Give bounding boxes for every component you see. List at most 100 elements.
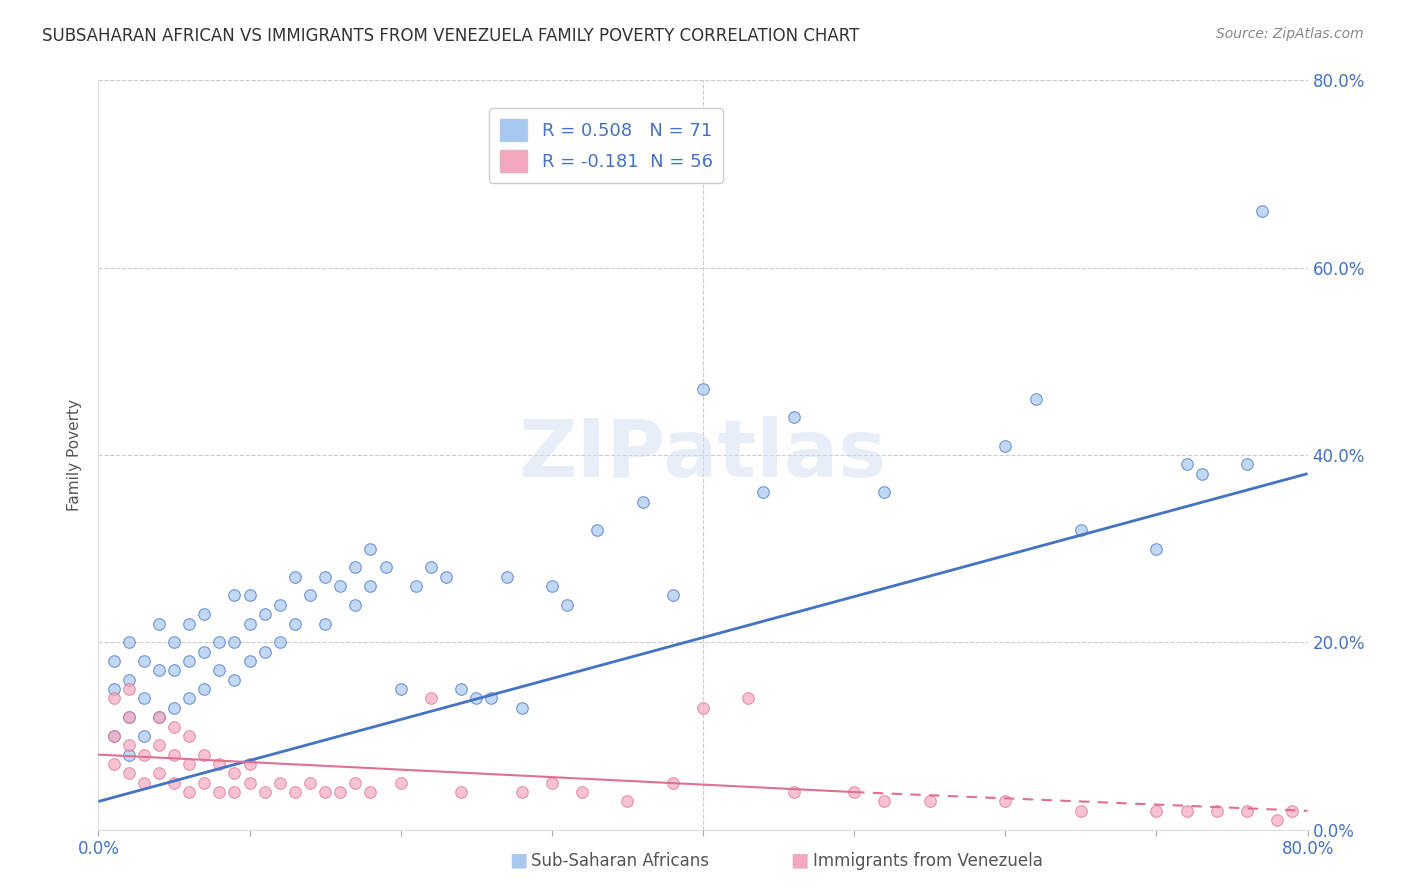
Point — [661, 776, 683, 790]
Point — [163, 776, 186, 790]
Point — [163, 664, 186, 678]
Point — [586, 523, 609, 537]
Point — [163, 719, 186, 733]
Point — [616, 795, 638, 809]
Point — [239, 654, 262, 668]
Point — [103, 756, 125, 771]
Point — [239, 616, 262, 631]
Point — [179, 616, 201, 631]
Point — [344, 776, 367, 790]
Point — [405, 579, 427, 593]
Point — [495, 570, 517, 584]
Point — [873, 795, 896, 809]
Text: Immigrants from Venezuela: Immigrants from Venezuela — [813, 852, 1042, 870]
Point — [224, 589, 246, 603]
Point — [148, 710, 170, 724]
Point — [103, 729, 125, 743]
Point — [844, 785, 866, 799]
Point — [118, 673, 141, 687]
Point — [208, 756, 231, 771]
Point — [314, 616, 336, 631]
Point — [239, 776, 262, 790]
Point — [555, 598, 578, 612]
Point — [284, 616, 307, 631]
Point — [118, 682, 141, 697]
Point — [510, 785, 533, 799]
Point — [994, 439, 1017, 453]
Point — [344, 598, 367, 612]
Point — [163, 635, 186, 649]
Point — [193, 776, 215, 790]
Point — [737, 691, 759, 706]
Point — [1251, 204, 1274, 219]
Point — [994, 795, 1017, 809]
Point — [360, 541, 382, 556]
Point — [752, 485, 775, 500]
Point — [1267, 814, 1289, 828]
Point — [269, 635, 291, 649]
Point — [1024, 392, 1046, 406]
Point — [224, 785, 246, 799]
Point — [132, 776, 155, 790]
Point — [692, 382, 714, 396]
Point — [163, 747, 186, 762]
Point — [299, 776, 322, 790]
Point — [631, 494, 654, 508]
Point — [193, 747, 215, 762]
Point — [389, 776, 412, 790]
Point — [329, 785, 352, 799]
Point — [314, 570, 336, 584]
Point — [360, 785, 382, 799]
Point — [208, 635, 231, 649]
Point — [1144, 541, 1167, 556]
Point — [1070, 523, 1092, 537]
Point — [132, 747, 155, 762]
Text: Source: ZipAtlas.com: Source: ZipAtlas.com — [1216, 27, 1364, 41]
Point — [299, 589, 322, 603]
Point — [132, 691, 155, 706]
Text: ■: ■ — [790, 851, 808, 870]
Point — [103, 691, 125, 706]
Point — [1191, 467, 1213, 481]
Point — [239, 589, 262, 603]
Point — [571, 785, 593, 799]
Point — [118, 710, 141, 724]
Point — [103, 682, 125, 697]
Point — [253, 607, 276, 621]
Point — [661, 589, 683, 603]
Point — [179, 756, 201, 771]
Point — [1144, 804, 1167, 818]
Point — [208, 664, 231, 678]
Point — [118, 766, 141, 780]
Point — [224, 766, 246, 780]
Point — [163, 701, 186, 715]
Point — [118, 739, 141, 753]
Point — [253, 785, 276, 799]
Point — [314, 785, 336, 799]
Point — [284, 570, 307, 584]
Point — [1281, 804, 1303, 818]
Point — [224, 635, 246, 649]
Point — [420, 691, 443, 706]
Point — [179, 729, 201, 743]
Point — [148, 710, 170, 724]
Point — [783, 785, 806, 799]
Point — [783, 410, 806, 425]
Point — [103, 729, 125, 743]
Point — [269, 776, 291, 790]
Y-axis label: Family Poverty: Family Poverty — [67, 399, 83, 511]
Point — [253, 644, 276, 658]
Point — [450, 682, 472, 697]
Point — [481, 691, 503, 706]
Point — [179, 691, 201, 706]
Point — [208, 785, 231, 799]
Point — [118, 747, 141, 762]
Point — [1236, 804, 1258, 818]
Point — [224, 673, 246, 687]
Point — [873, 485, 896, 500]
Point — [389, 682, 412, 697]
Point — [148, 616, 170, 631]
Point — [1236, 457, 1258, 471]
Point — [118, 710, 141, 724]
Point — [510, 701, 533, 715]
